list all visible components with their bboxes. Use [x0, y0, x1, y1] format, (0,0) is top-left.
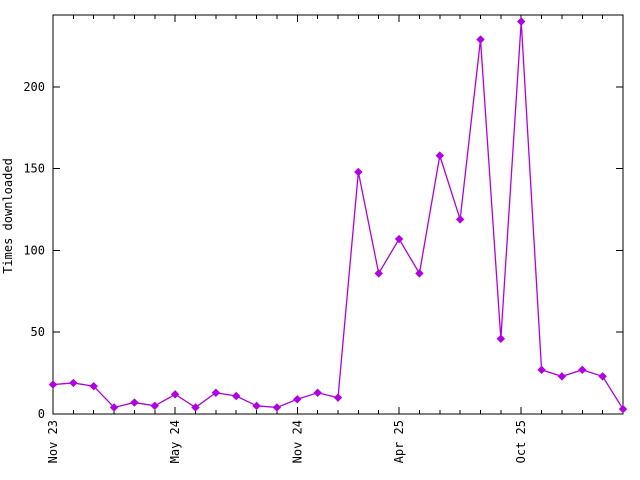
data-point-marker [354, 167, 363, 177]
series-line [52, 21, 624, 410]
data-point-marker [578, 365, 587, 375]
data-point-marker [598, 372, 607, 381]
data-point-marker [394, 234, 404, 244]
data-point-marker [109, 403, 119, 412]
x-tick-label: Nov 24 [290, 420, 304, 463]
data-point-marker [69, 378, 78, 388]
data-point-marker [191, 403, 200, 412]
data-series [52, 21, 624, 410]
y-axis-label: Times downloaded [1, 158, 15, 274]
data-point-marker [313, 388, 322, 397]
data-point-marker [89, 381, 98, 391]
data-point-marker [517, 17, 526, 26]
y-tick-label: 150 [23, 162, 45, 176]
data-point-marker [272, 403, 282, 412]
data-point-marker [374, 269, 383, 278]
data-point-marker [496, 334, 506, 343]
data-point-marker [435, 151, 444, 160]
data-point-marker [557, 372, 567, 381]
data-point-marker [455, 215, 465, 224]
y-axis-tick-labels: 0 50 100 150 200 [23, 80, 45, 421]
data-point-marker [150, 401, 159, 411]
data-point-marker [48, 380, 58, 389]
data-point-marker [415, 269, 424, 278]
data-point-marker [476, 35, 485, 44]
data-point-marker [232, 391, 241, 401]
plot-border [52, 14, 624, 415]
x-axis-ticks [52, 15, 624, 414]
y-tick-label: 0 [38, 407, 45, 421]
y-tick-label: 100 [23, 243, 45, 257]
y-axis-ticks [53, 86, 623, 415]
data-point-markers [48, 17, 628, 414]
data-point-marker [252, 401, 261, 411]
x-tick-label: Apr 25 [392, 420, 406, 463]
data-point-marker [211, 388, 221, 397]
data-point-marker [618, 404, 628, 414]
x-tick-label: Nov 23 [46, 420, 60, 463]
x-axis-tick-labels: Nov 23 May 24 Nov 24 Apr 25 Oct 25 [46, 420, 528, 463]
y-tick-label: 200 [23, 80, 45, 94]
data-point-marker [333, 393, 343, 402]
x-tick-label: Oct 25 [514, 420, 528, 463]
x-tick-label: May 24 [168, 420, 182, 463]
y-tick-label: 50 [31, 325, 45, 339]
data-point-marker [293, 395, 302, 404]
data-point-marker [537, 365, 546, 375]
data-point-marker [130, 398, 139, 407]
data-point-marker [170, 390, 180, 399]
